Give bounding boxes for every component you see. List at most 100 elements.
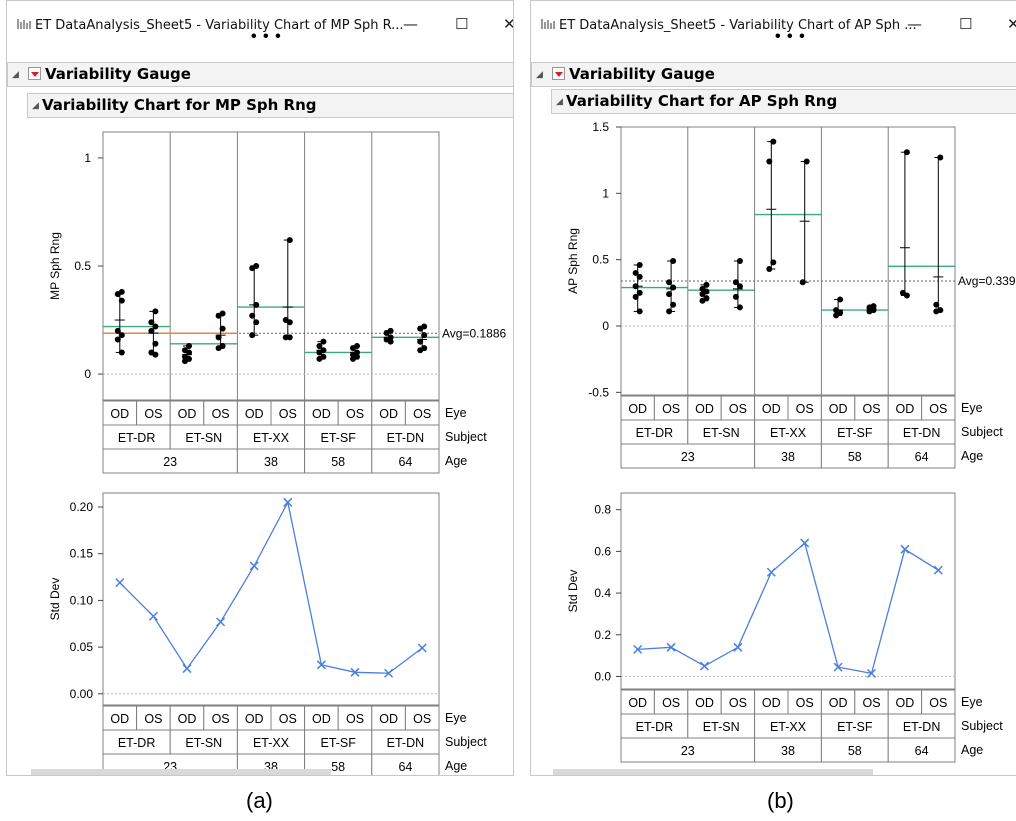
data-point: [636, 273, 643, 280]
row-header-bottom: Eye: [961, 695, 983, 709]
data-point: [636, 261, 643, 268]
eye-cell: [304, 705, 339, 731]
data-point: [320, 338, 327, 345]
subject-cell: [620, 419, 689, 445]
minimize-button[interactable]: —: [907, 15, 922, 33]
age-label: 58: [848, 744, 862, 758]
more-options-icon[interactable]: • • •: [775, 28, 806, 45]
eye-cell: [754, 395, 789, 421]
outline-variability-chart[interactable]: ◢ Variability Chart for AP Sph Rng: [551, 89, 1016, 114]
outline-variability-gauge[interactable]: ◢ Variability Gauge: [7, 62, 513, 87]
collapse-triangle-icon[interactable]: ◢: [32, 100, 39, 110]
y-tick-label: 1: [84, 151, 91, 165]
eye-label: OD: [762, 402, 781, 416]
eye-cell: [236, 400, 272, 426]
data-point: [350, 355, 356, 362]
data-point: [766, 265, 773, 272]
subject-label: ET-XX: [770, 426, 807, 440]
age-cell: [620, 737, 756, 763]
eye-label: OS: [212, 407, 230, 421]
y-axis-label: AP Sph Rng: [566, 228, 580, 294]
age-label: 23: [681, 450, 695, 464]
y-tick-label: 0: [602, 319, 609, 333]
eye-label: OD: [110, 407, 129, 421]
data-point: [286, 319, 293, 326]
more-options-icon[interactable]: • • •: [251, 28, 282, 45]
outline-variability-gauge[interactable]: ◢ Variability Gauge: [531, 62, 1016, 87]
subject-label: ET-XX: [770, 720, 807, 734]
maximize-button[interactable]: ☐: [959, 15, 973, 33]
caption-a: (a): [246, 788, 273, 813]
std-dev-marker: [666, 642, 676, 652]
close-button[interactable]: ✕: [1007, 15, 1016, 33]
title-bar[interactable]: ET DataAnalysis_Sheet5 - Variability Cha…: [7, 1, 513, 45]
data-point: [152, 351, 159, 358]
eye-label: OS: [862, 696, 880, 710]
std-dev-marker: [249, 561, 259, 571]
age-cell: [620, 443, 756, 469]
std-dev-marker: [633, 644, 643, 654]
data-point: [736, 258, 743, 264]
title-bar[interactable]: ET DataAnalysis_Sheet5 - Variability Cha…: [531, 1, 1016, 45]
subject-cell: [754, 419, 822, 445]
minimize-button[interactable]: —: [403, 15, 418, 33]
eye-label: OD: [695, 402, 714, 416]
outline-variability-chart[interactable]: ◢ Variability Chart for MP Sph Rng: [27, 93, 513, 118]
close-button[interactable]: ✕: [503, 15, 513, 33]
eye-cell: [270, 705, 306, 731]
row-header-top: Subject: [445, 430, 487, 444]
data-point: [636, 308, 643, 315]
data-point: [186, 342, 192, 349]
horizontal-scrollbar[interactable]: [553, 769, 873, 775]
eye-cell: [404, 400, 440, 426]
data-point: [215, 334, 222, 341]
age-cell: [371, 448, 440, 474]
subject-cell: [887, 713, 956, 739]
collapse-triangle-icon[interactable]: ◢: [556, 96, 563, 106]
eye-cell: [754, 689, 789, 715]
collapse-triangle-icon[interactable]: ◢: [536, 69, 543, 79]
data-point: [732, 293, 739, 300]
std-plot-frame: [620, 492, 956, 690]
red-triangle-menu-icon[interactable]: [552, 67, 565, 80]
subject-label: ET-SN: [703, 426, 740, 440]
data-point: [833, 312, 840, 319]
data-point: [253, 319, 260, 326]
data-point: [736, 304, 743, 311]
y-tick-label: 0.5: [592, 253, 609, 267]
grand-mean-label: Avg=0.1886: [442, 326, 506, 340]
data-point: [632, 293, 639, 300]
horizontal-scrollbar[interactable]: [31, 769, 331, 775]
age-cell: [371, 753, 440, 775]
subject-label: ET-XX: [253, 431, 290, 445]
data-point: [632, 269, 639, 276]
y-axis-label: MP Sph Rng: [48, 232, 62, 300]
age-label: 38: [264, 455, 278, 469]
subject-label: ET-SN: [185, 431, 222, 445]
eye-cell: [203, 705, 238, 731]
data-point: [152, 323, 159, 330]
subject-cell: [304, 729, 373, 755]
data-point: [316, 349, 323, 356]
jmp-app-icon: [17, 19, 31, 29]
eye-cell: [653, 689, 689, 715]
maximize-button[interactable]: ☐: [455, 15, 469, 33]
data-point: [114, 336, 121, 343]
std-y-tick-label: 0.0: [594, 669, 611, 683]
grand-mean-label: Avg=0.339: [958, 274, 1016, 288]
eye-cell: [102, 400, 138, 426]
red-triangle-menu-icon[interactable]: [28, 67, 41, 80]
row-header-bottom: Eye: [445, 711, 467, 725]
data-point: [837, 296, 844, 303]
data-point: [799, 279, 806, 286]
jmp-app-icon: [541, 19, 555, 29]
eye-cell: [820, 395, 856, 421]
collapse-triangle-icon[interactable]: ◢: [12, 69, 19, 79]
data-point: [703, 281, 710, 288]
subject-label: ET-SF: [837, 720, 873, 734]
data-point: [316, 342, 323, 349]
eye-label: OD: [628, 402, 647, 416]
eye-cell: [371, 705, 406, 731]
std-y-axis-label: Std Dev: [48, 578, 62, 621]
row-header-bottom: Age: [961, 743, 983, 757]
